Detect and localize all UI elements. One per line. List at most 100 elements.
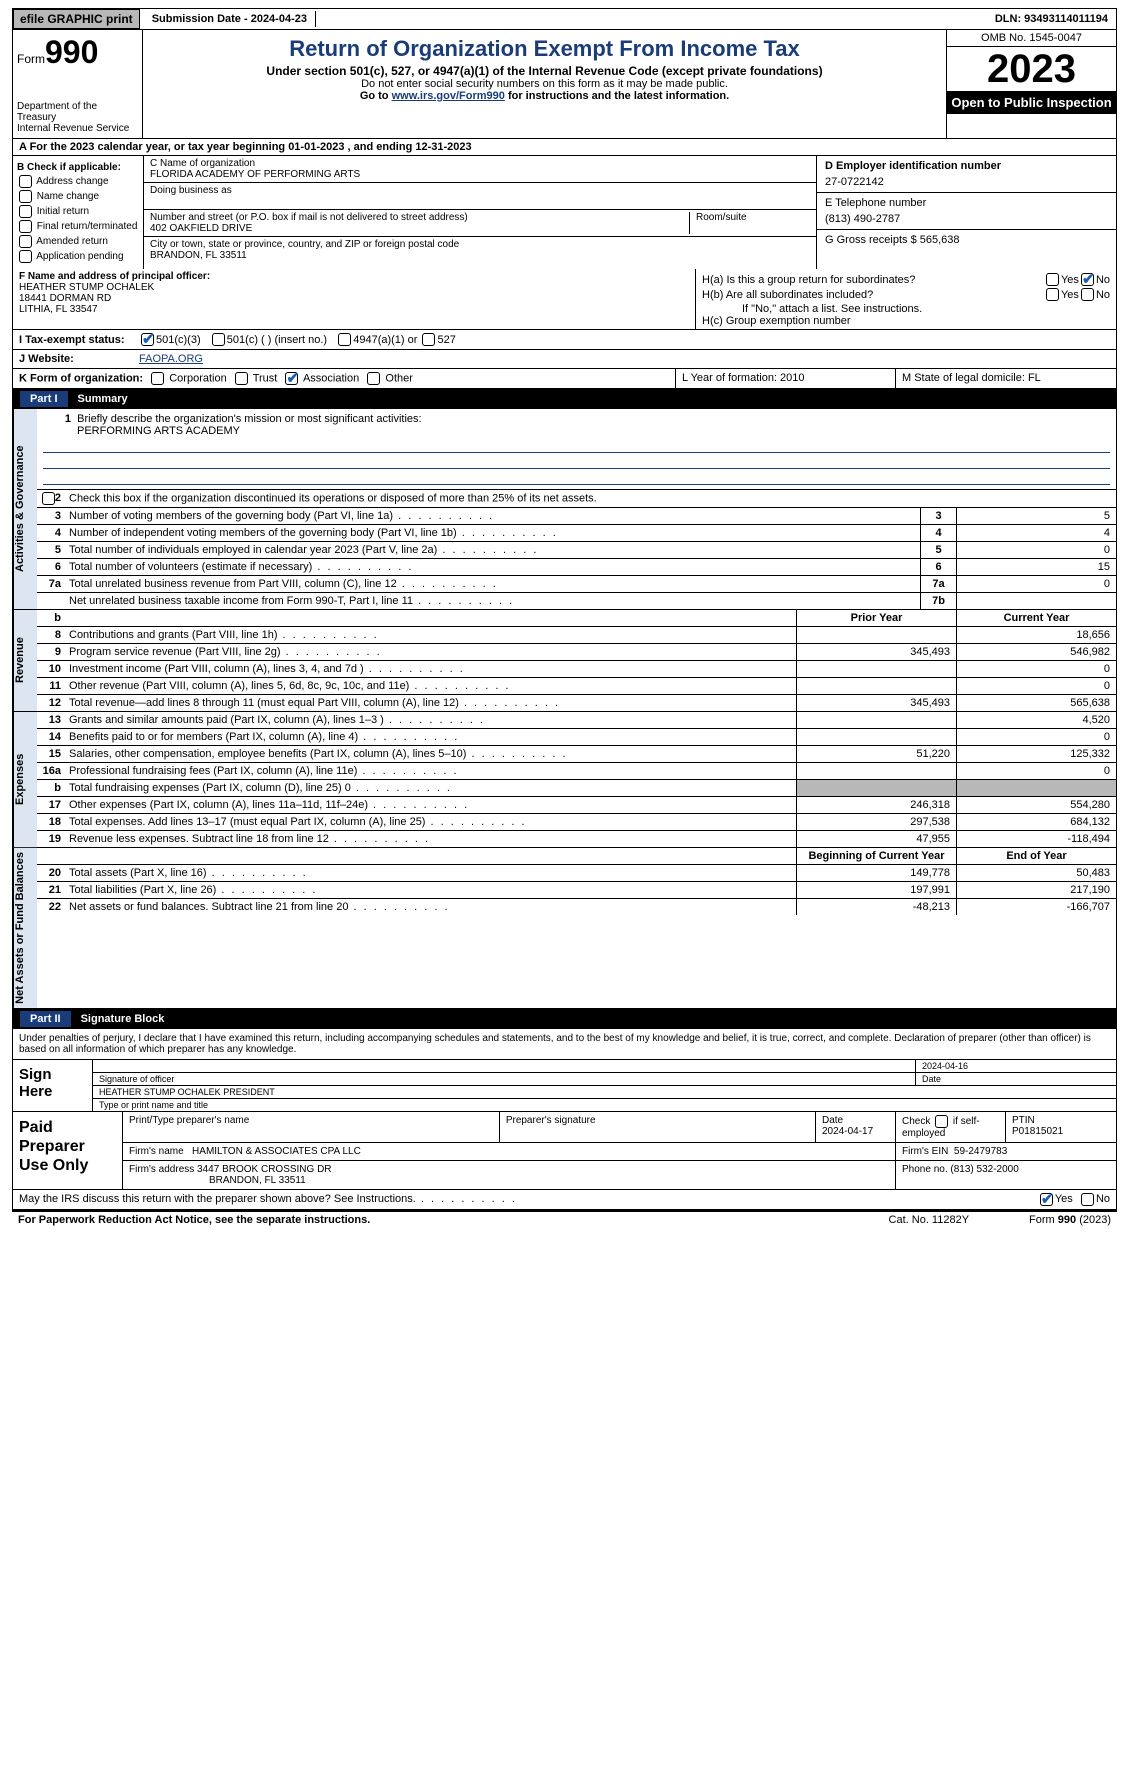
prior-year-hdr: Prior Year	[796, 610, 956, 626]
officer-label: F Name and address of principal officer:	[19, 271, 210, 282]
exp-line-desc: Grants and similar amounts paid (Part IX…	[65, 712, 796, 728]
exp-curr: 684,132	[956, 814, 1116, 830]
cb-final-return[interactable]	[19, 220, 32, 233]
part2-header: Part II Signature Block	[12, 1009, 1117, 1029]
open-to-public: Open to Public Inspection	[947, 91, 1116, 114]
cb-other[interactable]	[367, 372, 380, 385]
state-domicile: M State of legal domicile: FL	[896, 369, 1116, 388]
gov-line-desc: Net unrelated business taxable income fr…	[65, 593, 920, 609]
exp-curr: 554,280	[956, 797, 1116, 813]
omb-number: OMB No. 1545-0047	[947, 30, 1116, 47]
cb-amended[interactable]	[19, 235, 32, 248]
rev-line-desc: Total revenue—add lines 8 through 11 (mu…	[65, 695, 796, 711]
cb-line2[interactable]	[42, 492, 55, 505]
revenue-vlabel: Revenue	[13, 610, 37, 711]
exp-prior	[796, 763, 956, 779]
exp-line-desc: Benefits paid to or for members (Part IX…	[65, 729, 796, 745]
city-label: City or town, state or province, country…	[150, 239, 810, 250]
rev-curr: 546,982	[956, 644, 1116, 660]
cb-ha-no[interactable]	[1081, 273, 1094, 286]
irs-label: Internal Revenue Service	[17, 123, 138, 134]
rev-prior	[796, 661, 956, 677]
dln: DLN: 93493114011194	[987, 11, 1116, 27]
rev-curr: 0	[956, 661, 1116, 677]
hb-note: If "No," attach a list. See instructions…	[702, 303, 1110, 315]
exp-line-desc: Other expenses (Part IX, column (A), lin…	[65, 797, 796, 813]
exp-line-desc: Professional fundraising fees (Part IX, …	[65, 763, 796, 779]
exp-line-desc: Salaries, other compensation, employee b…	[65, 746, 796, 762]
cb-501c3[interactable]	[141, 333, 154, 346]
submission-date: Submission Date - 2024-04-23	[144, 11, 316, 27]
exp-line-desc: Revenue less expenses. Subtract line 18 …	[65, 831, 796, 847]
cb-self-employed[interactable]	[935, 1115, 948, 1128]
gov-line-val: 0	[956, 576, 1116, 592]
end-year-hdr: End of Year	[956, 848, 1116, 864]
net-end: 217,190	[956, 882, 1116, 898]
rev-curr: 18,656	[956, 627, 1116, 643]
cb-hb-no[interactable]	[1081, 288, 1094, 301]
cb-4947[interactable]	[338, 333, 351, 346]
preparer-block: Paid Preparer Use Only Print/Type prepar…	[12, 1112, 1117, 1190]
k-label: K Form of organization:	[19, 372, 143, 384]
expenses-vlabel: Expenses	[13, 712, 37, 847]
gov-line-val	[956, 593, 1116, 609]
cb-ha-yes[interactable]	[1046, 273, 1059, 286]
rev-curr: 0	[956, 678, 1116, 694]
cb-discuss-yes[interactable]	[1040, 1193, 1053, 1206]
lbl-final-return: Final return/terminated	[37, 221, 138, 232]
ein-value: 27-0722142	[825, 176, 1108, 188]
gov-line-val: 4	[956, 525, 1116, 541]
firm-ein: 59-2479783	[954, 1146, 1007, 1157]
netassets-vlabel: Net Assets or Fund Balances	[13, 848, 37, 1008]
website-link[interactable]: FAOPA.ORG	[139, 353, 203, 365]
top-bar: efile GRAPHIC print Submission Date - 20…	[12, 8, 1117, 30]
rev-line-desc: Investment income (Part VIII, column (A)…	[65, 661, 796, 677]
cb-app-pending[interactable]	[19, 250, 32, 263]
calendar-year-row: A For the 2023 calendar year, or tax yea…	[12, 139, 1117, 156]
prep-name-hdr: Print/Type preparer's name	[123, 1112, 500, 1142]
part2-num: Part II	[20, 1011, 71, 1027]
rev-prior: 345,493	[796, 695, 956, 711]
exp-prior	[796, 712, 956, 728]
lbl-app-pending: Application pending	[36, 251, 123, 262]
street-label: Number and street (or P.O. box if mail i…	[150, 212, 683, 223]
net-beg: 197,991	[796, 882, 956, 898]
cb-discuss-no[interactable]	[1081, 1193, 1094, 1206]
sign-block: Sign Here 2024-04-16 Signature of office…	[12, 1059, 1117, 1112]
tax-year: 2023	[947, 47, 1116, 91]
netassets-section: Net Assets or Fund Balances Beginning of…	[12, 848, 1117, 1009]
revenue-section: Revenue b Prior Year Current Year 8Contr…	[12, 610, 1117, 712]
cat-no: Cat. No. 11282Y	[889, 1214, 970, 1226]
form990-link[interactable]: www.irs.gov/Form990	[392, 90, 505, 102]
gov-line-desc: Number of voting members of the governin…	[65, 508, 920, 524]
form-label: Form	[17, 52, 45, 66]
street-address: 402 OAKFIELD DRIVE	[150, 223, 683, 234]
type-print-label: Type or print name and title	[93, 1099, 1116, 1111]
cb-hb-yes[interactable]	[1046, 288, 1059, 301]
cb-initial-return[interactable]	[19, 205, 32, 218]
exp-prior: 246,318	[796, 797, 956, 813]
lbl-amended: Amended return	[36, 236, 108, 247]
cb-name-change[interactable]	[19, 190, 32, 203]
rev-line-desc: Contributions and grants (Part VIII, lin…	[65, 627, 796, 643]
cb-address-change[interactable]	[19, 175, 32, 188]
form-header: Form990 Department of the Treasury Inter…	[12, 30, 1117, 139]
phone-label: E Telephone number	[825, 197, 1108, 209]
gov-line-box: 3	[920, 508, 956, 524]
rev-line-desc: Other revenue (Part VIII, column (A), li…	[65, 678, 796, 694]
cb-corp[interactable]	[151, 372, 164, 385]
line1-label: Briefly describe the organization's miss…	[77, 413, 421, 425]
cb-trust[interactable]	[235, 372, 248, 385]
dept-treasury: Department of the Treasury	[17, 101, 138, 123]
klm-row: K Form of organization: Corporation Trus…	[12, 369, 1117, 389]
rev-prior	[796, 627, 956, 643]
cb-527[interactable]	[422, 333, 435, 346]
efile-button[interactable]: efile GRAPHIC print	[13, 9, 140, 29]
sig-officer-label: Signature of officer	[93, 1073, 916, 1085]
cb-assoc[interactable]	[285, 372, 298, 385]
website-row: J Website: FAOPA.ORG	[12, 350, 1117, 369]
exp-prior	[796, 729, 956, 745]
gov-line-box: 4	[920, 525, 956, 541]
part1-num: Part I	[20, 391, 68, 407]
cb-501c[interactable]	[212, 333, 225, 346]
